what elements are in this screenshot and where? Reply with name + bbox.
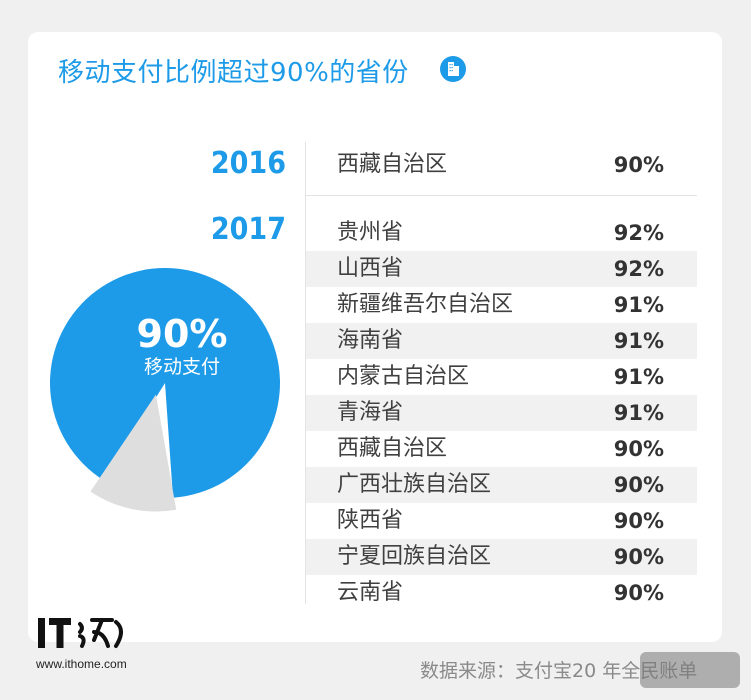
province-name: 海南省 bbox=[337, 328, 404, 353]
table-row: 云南省 90% bbox=[306, 575, 697, 611]
province-name: 广西壮族自治区 bbox=[337, 472, 492, 497]
table-row: 西藏自治区 90% bbox=[306, 147, 697, 183]
table-divider-vertical bbox=[305, 142, 306, 604]
pie-value-label: 90% bbox=[136, 312, 228, 356]
page-title: 移动支付比例超过90%的省份 bbox=[58, 58, 409, 88]
watermark-badge bbox=[640, 652, 740, 688]
province-percent: 91% bbox=[613, 365, 664, 389]
province-percent: 92% bbox=[613, 221, 664, 245]
table-row: 宁夏回族自治区 90% bbox=[306, 539, 697, 575]
province-name: 内蒙古自治区 bbox=[337, 364, 470, 389]
province-name: 新疆维吾尔自治区 bbox=[337, 292, 514, 317]
pie-slice-main bbox=[49, 268, 280, 498]
logo-url: www.ithome.com bbox=[36, 657, 127, 671]
ithome-logo bbox=[38, 618, 123, 648]
province-percent: 90% bbox=[613, 509, 664, 533]
province-percent: 90% bbox=[613, 581, 664, 605]
province-percent: 91% bbox=[613, 401, 664, 425]
table-row: 山西省 92% bbox=[306, 251, 697, 287]
province-percent: 92% bbox=[613, 257, 664, 281]
table-row: 内蒙古自治区 91% bbox=[306, 359, 697, 395]
table-row: 新疆维吾尔自治区 91% bbox=[306, 287, 697, 323]
table-row: 海南省 91% bbox=[306, 323, 697, 359]
province-percent: 90% bbox=[613, 545, 664, 569]
province-percent: 91% bbox=[613, 329, 664, 353]
province-percent: 90% bbox=[613, 437, 664, 461]
province-name: 陕西省 bbox=[337, 508, 404, 533]
table-row: 广西壮族自治区 90% bbox=[306, 467, 697, 503]
table-row: 陕西省 90% bbox=[306, 503, 697, 539]
building-icon bbox=[440, 56, 466, 82]
province-name: 西藏自治区 bbox=[337, 436, 448, 461]
province-name: 西藏自治区 bbox=[337, 152, 448, 177]
pie-slice-rest bbox=[90, 394, 177, 512]
year-2016-label: 2016 bbox=[210, 146, 286, 181]
table-row: 西藏自治区 90% bbox=[306, 431, 697, 467]
pie-text-label: 移动支付 bbox=[143, 356, 220, 378]
province-percent: 90% bbox=[613, 473, 664, 497]
year-2017-label: 2017 bbox=[210, 212, 286, 247]
province-name: 贵州省 bbox=[337, 220, 404, 245]
province-name: 山西省 bbox=[337, 256, 404, 281]
province-name: 青海省 bbox=[337, 400, 404, 425]
province-percent: 91% bbox=[613, 293, 664, 317]
table-row: 青海省 91% bbox=[306, 395, 697, 431]
province-percent: 90% bbox=[613, 153, 664, 177]
province-name: 云南省 bbox=[337, 580, 404, 605]
table-divider-horizontal bbox=[305, 195, 697, 196]
data-source: 数据来源：支付宝20 年全民账单 bbox=[420, 660, 698, 682]
province-name: 宁夏回族自治区 bbox=[337, 544, 492, 569]
table-row: 贵州省 92% bbox=[306, 215, 697, 251]
